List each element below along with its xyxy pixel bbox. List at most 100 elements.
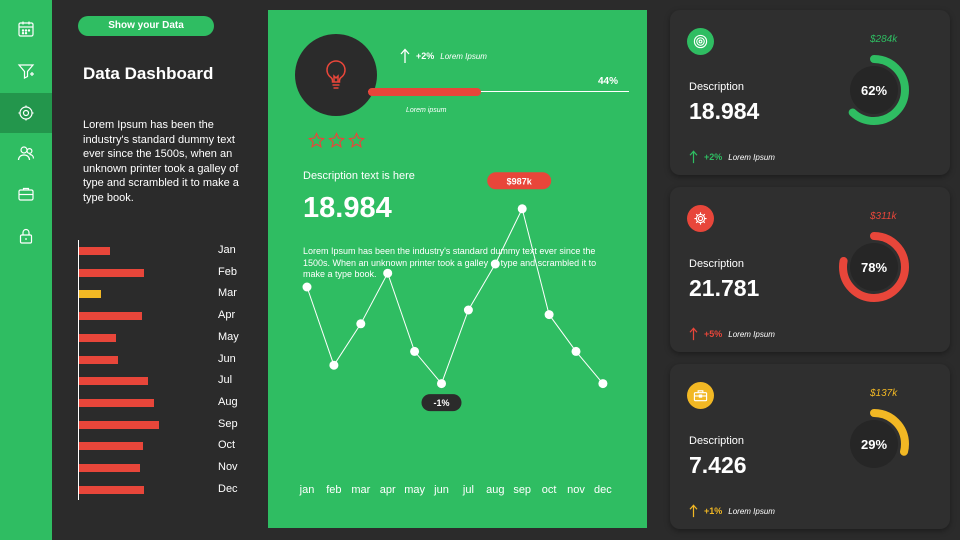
bar-label-sep: Sep <box>218 417 238 430</box>
sidebar-item-settings[interactable] <box>0 93 52 133</box>
card-trend: +2% Lorem Ipsum <box>689 150 775 164</box>
donut-center <box>850 243 898 291</box>
briefcase-icon <box>18 187 34 201</box>
card-trend-label: Lorem Ipsum <box>728 152 775 162</box>
line-point-feb <box>329 360 339 370</box>
bar-label-jun: Jun <box>218 352 236 365</box>
bar-label-mar: Mar <box>218 287 237 300</box>
card-icon-badge <box>687 382 714 409</box>
card-value: 18.984 <box>689 98 760 124</box>
settings-cog-icon <box>18 105 34 121</box>
donut-center <box>850 66 898 114</box>
card-amount: $311k <box>870 211 897 222</box>
line-tick-oct: oct <box>542 484 557 496</box>
star-rating[interactable] <box>308 132 365 149</box>
donut-percent: 78% <box>860 259 888 275</box>
line-tick-jul: jul <box>462 484 474 496</box>
donut-percent: 62% <box>860 82 888 98</box>
donut-center <box>850 420 898 468</box>
line-point-jul <box>463 305 473 315</box>
bar-aug <box>79 398 154 407</box>
card-amount: $137k <box>870 388 898 399</box>
stat-card-2[interactable]: $311k 78% Description 21.781 +5% Lorem I… <box>670 187 950 352</box>
card-trend: +5% Lorem Ipsum <box>689 327 775 341</box>
show-data-button[interactable]: Show your Data <box>78 16 214 36</box>
stat-card-1[interactable]: $284k 62% Description 18.984 +2% Lorem I… <box>670 10 950 175</box>
bar-mar <box>79 290 101 299</box>
arrow-up-icon <box>689 150 698 164</box>
bar-may <box>79 333 116 342</box>
line-tick-jun: jun <box>433 484 449 496</box>
center-trend-pct: +2% <box>416 51 435 61</box>
line-tick-nov: nov <box>567 484 585 496</box>
bulb-badge <box>295 34 377 116</box>
sidebar-item-calendar[interactable] <box>0 9 52 49</box>
arrow-up-icon <box>400 48 410 63</box>
line-point-apr <box>383 268 393 278</box>
arrow-up-icon <box>689 504 698 518</box>
line-point-oct <box>544 310 554 320</box>
bar-label-oct: Oct <box>218 439 236 452</box>
gear-icon <box>694 212 707 225</box>
bar-jan <box>79 247 110 255</box>
line-tick-dec: dec <box>594 484 612 496</box>
bar-dec <box>79 485 144 494</box>
sidebar-item-lock[interactable] <box>0 216 52 256</box>
line-tick-sep: sep <box>513 484 531 496</box>
progress-fill <box>368 88 481 96</box>
users-icon <box>17 146 35 161</box>
lock-icon <box>19 228 33 244</box>
card-value: 21.781 <box>689 275 760 301</box>
card-trend-pct: +1% <box>704 506 723 516</box>
stat-card-3[interactable]: $137k 29% Description 7.426 +1% Lorem Ip… <box>670 364 950 529</box>
card-trend-label: Lorem Ipsum <box>728 506 775 516</box>
bar-label-may: May <box>218 330 239 343</box>
sidebar-item-filter[interactable] <box>0 51 52 91</box>
line-tick-aug: aug <box>486 484 504 496</box>
card-icon-badge <box>687 205 714 232</box>
line-series <box>306 207 604 385</box>
center-trend: +2% Lorem Ipsum <box>400 48 487 64</box>
star-icon <box>328 132 345 148</box>
bar-label-aug: Aug <box>218 395 238 408</box>
center-trend-label: Lorem Ipsum <box>440 51 487 61</box>
card-description: Description <box>689 81 745 93</box>
center-description: Lorem Ipsum has been the industry's stan… <box>303 246 597 279</box>
card-description: Description <box>689 258 745 270</box>
bar-feb <box>79 268 144 277</box>
donut-chart <box>839 409 909 479</box>
donut-percent: 29% <box>860 436 888 452</box>
line-point-nov <box>571 346 581 356</box>
line-point-dec <box>598 379 608 389</box>
page-title: Data Dashboard <box>83 64 214 83</box>
sidebar-item-users[interactable] <box>0 133 52 173</box>
card-description: Description <box>689 435 745 447</box>
line-point-jan <box>302 282 312 292</box>
bar-label-jan: Jan <box>218 244 236 256</box>
line-point-aug <box>490 259 500 269</box>
line-point-jun <box>437 379 446 389</box>
line-tick-apr: apr <box>380 484 396 496</box>
target-icon <box>693 34 708 49</box>
filter-icon <box>17 64 35 79</box>
line-point-mar <box>356 319 366 329</box>
sidebar-item-briefcase[interactable] <box>0 174 52 214</box>
bar-jul <box>79 377 148 386</box>
bar-oct <box>79 442 143 451</box>
bar-label-jul: Jul <box>218 374 233 387</box>
line-point-sep <box>517 204 527 214</box>
star-icon <box>348 132 365 148</box>
bar-chart-axis <box>78 240 79 500</box>
bar-label-feb: Feb <box>218 265 237 278</box>
line-tick-jan: jan <box>299 484 315 496</box>
card-trend-pct: +5% <box>704 329 723 339</box>
card-trend-pct: +2% <box>704 152 723 162</box>
line-point-may <box>410 346 420 356</box>
progress-track <box>368 91 629 92</box>
center-value: 18.984 <box>303 192 392 224</box>
center-description-title: Description text is here <box>303 170 415 182</box>
bar-label-apr: Apr <box>218 309 236 322</box>
svg-text:-1%: -1% <box>433 398 449 408</box>
bar-nov <box>79 464 140 472</box>
calendar-icon <box>18 21 34 37</box>
